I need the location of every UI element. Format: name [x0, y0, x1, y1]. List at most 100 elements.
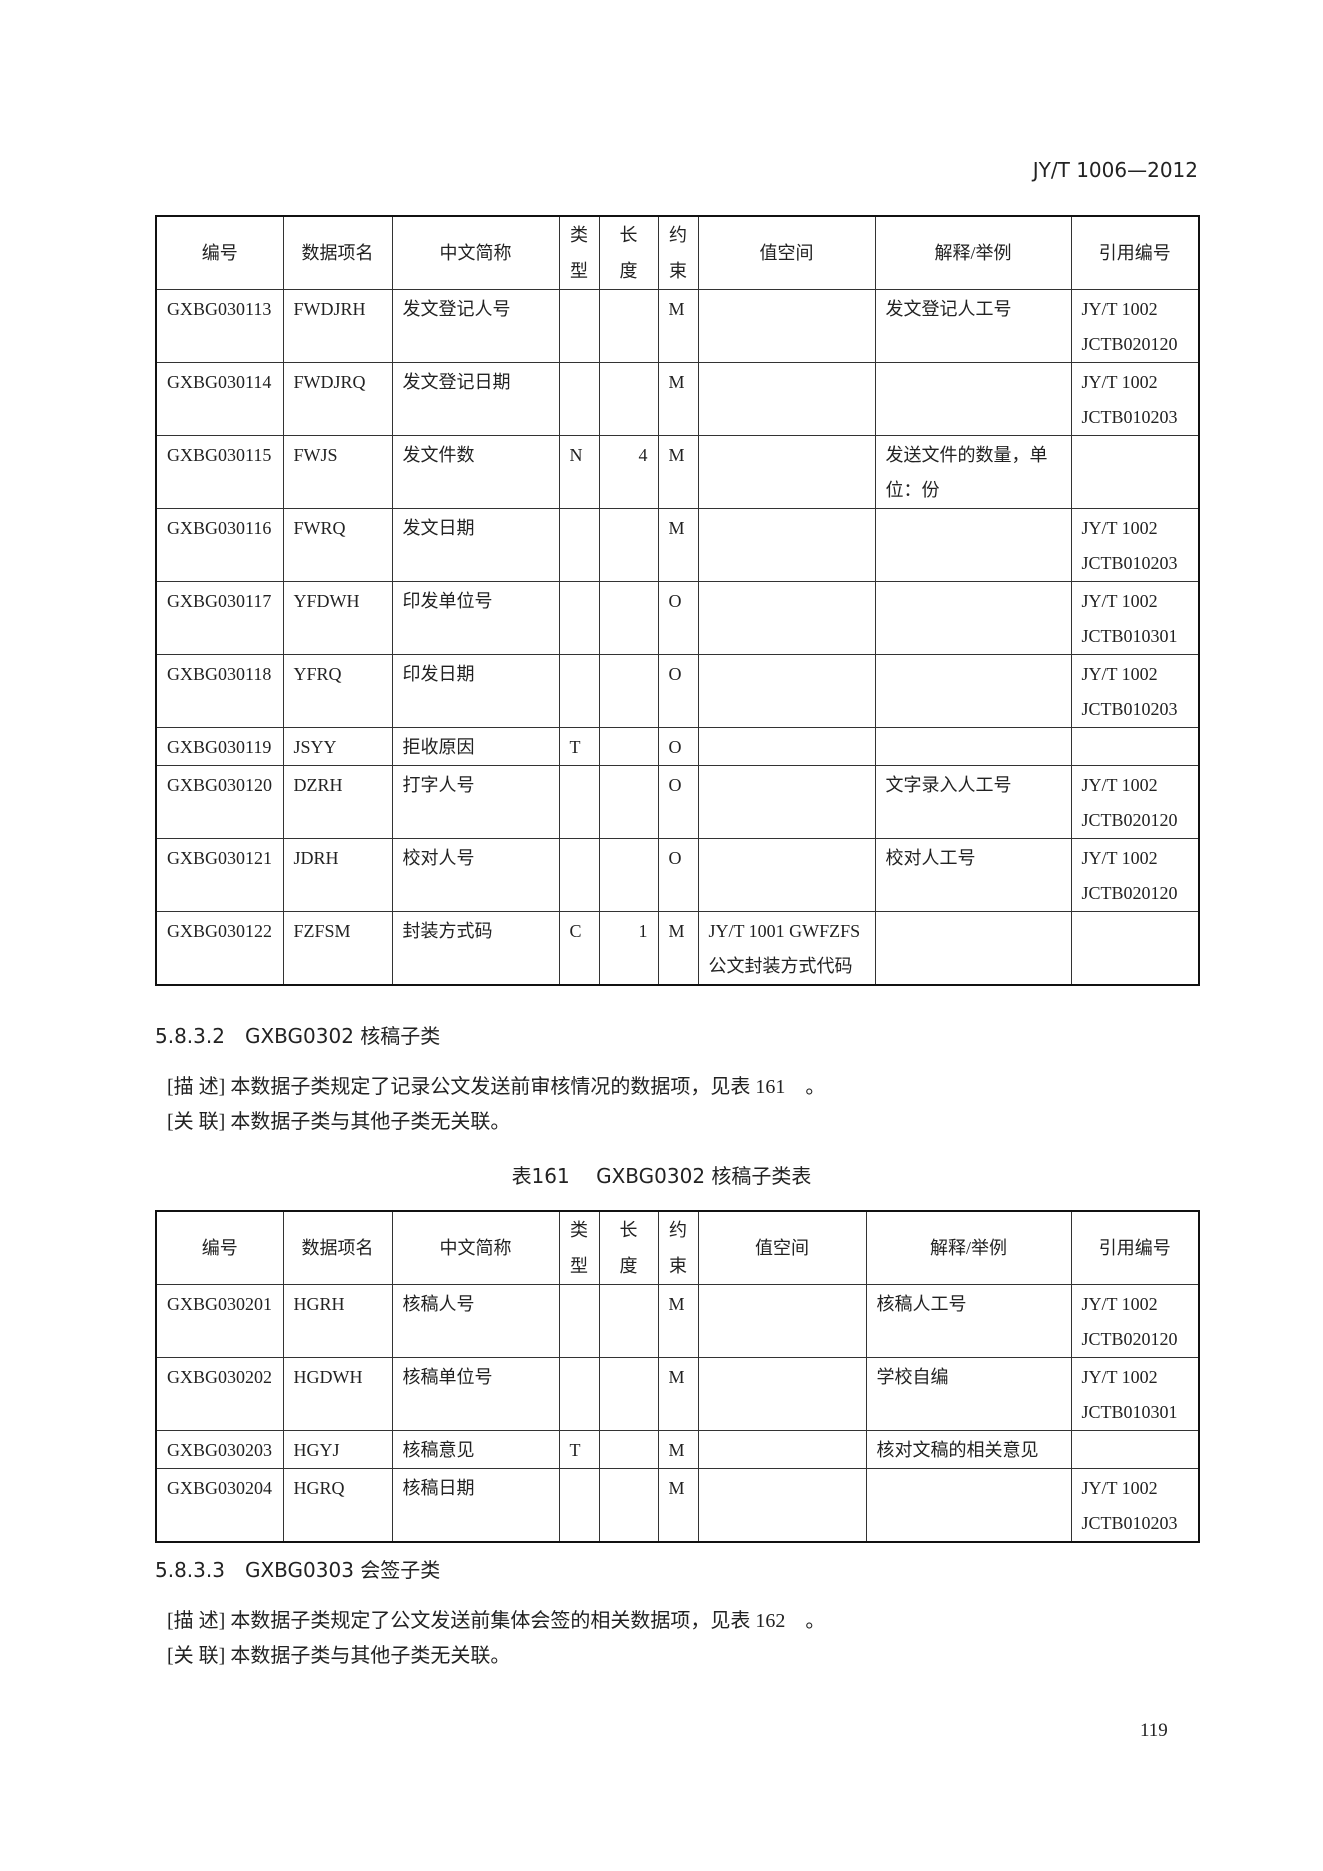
table-cell: JY/T 1002 JCTB010203	[1070, 362, 1200, 436]
table-cell: 核稿日期	[391, 1468, 560, 1543]
table-cell: GXBG030204	[155, 1468, 284, 1543]
table-cell	[558, 838, 600, 912]
table-cell: HGYJ	[282, 1430, 393, 1469]
table-cell	[598, 289, 659, 363]
table-cell	[874, 362, 1072, 436]
table-cell	[697, 765, 876, 839]
table-cell	[598, 1357, 659, 1431]
table-cell: M	[657, 362, 699, 436]
table-cell: JSYY	[282, 727, 393, 766]
table-cell	[697, 1468, 867, 1543]
table-cell: GXBG030117	[155, 581, 284, 655]
header-row: 编号 数据项名 中文简称 类型 长度 约束 值空间 解释/举例 引用编号	[155, 1210, 1200, 1285]
column-header-text: 值空间	[759, 243, 814, 263]
table-cell: JY/T 1002 JCTB010203	[1070, 1468, 1200, 1543]
relate: [关 联] 本数据子类与其他子类无关联。	[167, 1645, 511, 1667]
table-cell: JY/T 1002 JCTB020120	[1070, 765, 1200, 839]
table-caption: 表161 GXBG0302 核稿子类表	[511, 1164, 812, 1188]
table-cell: HGDWH	[282, 1357, 393, 1431]
table-cell	[598, 765, 659, 839]
table-cell	[697, 727, 876, 766]
table-cell	[558, 1357, 600, 1431]
section-heading: 5.8.3.3 GXBG0303 会签子类	[155, 1558, 441, 1582]
column-header: 类型	[558, 215, 600, 290]
table-cell	[598, 508, 659, 582]
table-cell: 发文日期	[391, 508, 560, 582]
table-cell: M	[657, 1468, 699, 1543]
table: 编号 数据项名 中文简称 类型 长度 约束 值空间 解释/举例 引用编号 GXBG030201 HG…	[155, 1210, 1200, 1543]
table-cell: 核稿意见	[391, 1430, 560, 1469]
table-cell	[558, 362, 600, 436]
table-cell: N	[558, 435, 600, 509]
column-header-text: 数据项名	[301, 1238, 374, 1258]
column-header: 数据项名	[282, 1210, 393, 1285]
table-cell: 核稿人号	[391, 1284, 560, 1358]
table-cell	[558, 1468, 600, 1543]
table-cell	[874, 654, 1072, 728]
table-cell: 发文登记日期	[391, 362, 560, 436]
table-cell: FZFSM	[282, 911, 393, 986]
table-cell: 发文件数	[391, 435, 560, 509]
table-cell	[1070, 911, 1200, 986]
column-header: 编号	[155, 1210, 284, 1285]
table-cell	[697, 289, 876, 363]
column-header-text: 中文简称	[439, 243, 512, 263]
table-cell: M	[657, 1430, 699, 1469]
table-cell: T	[558, 727, 600, 766]
table-cell	[697, 838, 876, 912]
table-cell: GXBG030122	[155, 911, 284, 986]
table-cell: JY/T 1002 JCTB020120	[1070, 289, 1200, 363]
table-cell: 核稿单位号	[391, 1357, 560, 1431]
table-cell: 印发单位号	[391, 581, 560, 655]
column-header-text: 解释/举例	[934, 243, 1012, 263]
table-cell: 1	[598, 911, 659, 986]
table-cell	[697, 362, 876, 436]
table-cell: 发文登记人号	[391, 289, 560, 363]
relate: [关 联] 本数据子类与其他子类无关联。	[167, 1111, 511, 1133]
table-cell: YFDWH	[282, 581, 393, 655]
table-cell: 文字录入人工号	[874, 765, 1072, 839]
table-cell	[697, 435, 876, 509]
table-cell	[558, 289, 600, 363]
table-cell: GXBG030121	[155, 838, 284, 912]
table-cell	[598, 1430, 659, 1469]
table-cell: C	[558, 911, 600, 986]
table-cell: HGRQ	[282, 1468, 393, 1543]
table-cell: 发文登记人工号	[874, 289, 1072, 363]
table-cell	[598, 1284, 659, 1358]
table-cell	[1070, 435, 1200, 509]
describe: [描 述] 本数据子类规定了记录公文发送前审核情况的数据项，见表 161 。	[167, 1076, 826, 1098]
table-cell	[558, 581, 600, 655]
table-row: GXBG030120 DZRH 打字人号 O 文字录入人工号 JY/T 1002 JCTB…	[155, 765, 1200, 839]
column-header: 解释/举例	[874, 215, 1072, 290]
table-cell: GXBG030115	[155, 435, 284, 509]
table-cell: 拒收原因	[391, 727, 560, 766]
table-cell: FWDJRH	[282, 289, 393, 363]
table-cell: GXBG030116	[155, 508, 284, 582]
table-cell: FWRQ	[282, 508, 393, 582]
table-cell: HGRH	[282, 1284, 393, 1358]
table-cell: JY/T 1002 JCTB020120	[1070, 1284, 1200, 1358]
column-header-text: 引用编号	[1098, 1238, 1171, 1258]
table-cell: M	[657, 435, 699, 509]
column-header-text: 类型	[569, 1220, 588, 1276]
column-header: 约束	[657, 215, 699, 290]
table-cell: JY/T 1002 JCTB010203	[1070, 508, 1200, 582]
table-cell	[874, 727, 1072, 766]
table-cell: M	[657, 911, 699, 986]
table-cell: GXBG030203	[155, 1430, 284, 1469]
table-cell	[697, 581, 876, 655]
table-cell: JY/T 1002 JCTB010301	[1070, 581, 1200, 655]
column-header: 中文简称	[391, 1210, 560, 1285]
table-cell: GXBG030114	[155, 362, 284, 436]
column-header: 长度	[598, 1210, 659, 1285]
table-row: GXBG030119 JSYY 拒收原因 T O	[155, 727, 1200, 766]
table-cell	[558, 1284, 600, 1358]
table-row: GXBG030201 HGRH 核稿人号 M 核稿人工号 JY/T 1002 JCTB02…	[155, 1284, 1200, 1358]
table-cell: M	[657, 289, 699, 363]
table-cell: GXBG030120	[155, 765, 284, 839]
column-header-text: 编号	[201, 243, 238, 263]
table-cell	[598, 727, 659, 766]
section-heading: 5.8.3.2 GXBG0302 核稿子类	[155, 1024, 441, 1048]
